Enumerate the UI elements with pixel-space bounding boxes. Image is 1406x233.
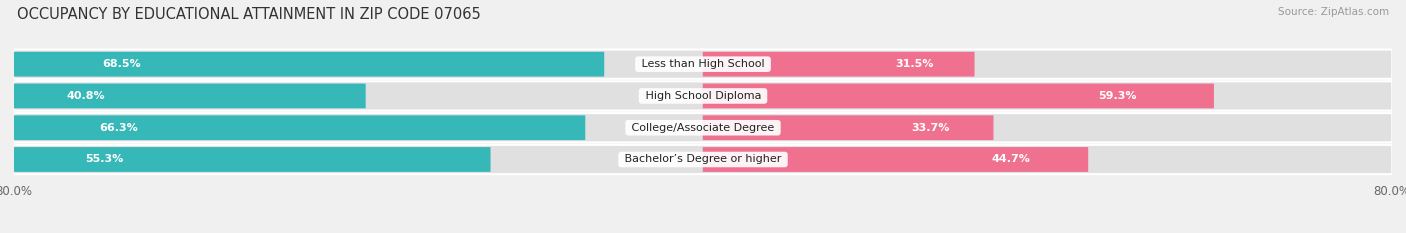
Text: 33.7%: 33.7% <box>911 123 949 133</box>
FancyBboxPatch shape <box>14 81 1392 111</box>
Text: 68.5%: 68.5% <box>103 59 141 69</box>
Text: 40.8%: 40.8% <box>66 91 105 101</box>
Text: 59.3%: 59.3% <box>1098 91 1137 101</box>
Text: 44.7%: 44.7% <box>991 154 1031 164</box>
Text: 31.5%: 31.5% <box>896 59 934 69</box>
FancyBboxPatch shape <box>703 52 974 77</box>
FancyBboxPatch shape <box>14 115 585 140</box>
FancyBboxPatch shape <box>14 147 491 172</box>
Text: Source: ZipAtlas.com: Source: ZipAtlas.com <box>1278 7 1389 17</box>
FancyBboxPatch shape <box>14 84 366 108</box>
Text: 55.3%: 55.3% <box>86 154 124 164</box>
Text: High School Diploma: High School Diploma <box>641 91 765 101</box>
FancyBboxPatch shape <box>14 52 605 77</box>
FancyBboxPatch shape <box>14 50 1392 79</box>
Text: Bachelor’s Degree or higher: Bachelor’s Degree or higher <box>621 154 785 164</box>
FancyBboxPatch shape <box>703 147 1088 172</box>
FancyBboxPatch shape <box>703 84 1213 108</box>
FancyBboxPatch shape <box>14 145 1392 174</box>
Text: OCCUPANCY BY EDUCATIONAL ATTAINMENT IN ZIP CODE 07065: OCCUPANCY BY EDUCATIONAL ATTAINMENT IN Z… <box>17 7 481 22</box>
Text: College/Associate Degree: College/Associate Degree <box>628 123 778 133</box>
Text: 66.3%: 66.3% <box>100 123 138 133</box>
FancyBboxPatch shape <box>703 115 994 140</box>
Text: Less than High School: Less than High School <box>638 59 768 69</box>
FancyBboxPatch shape <box>14 113 1392 142</box>
